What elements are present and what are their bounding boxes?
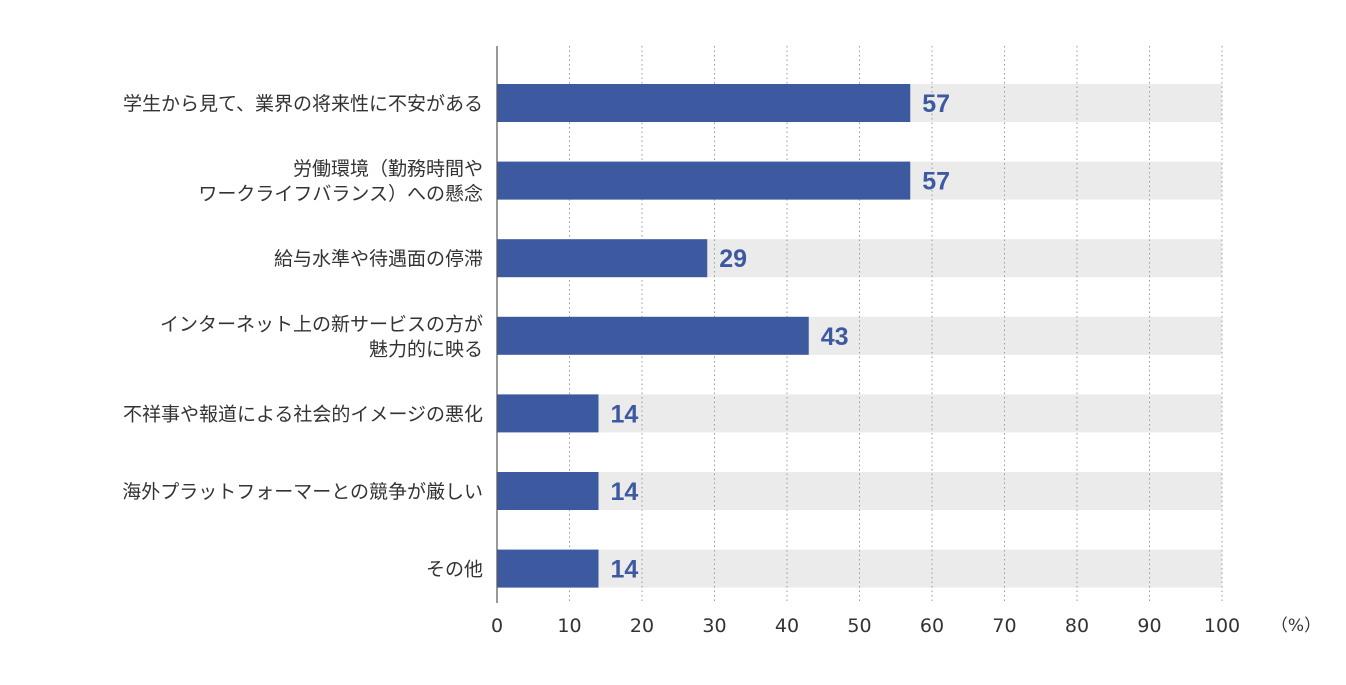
category-label: その他 xyxy=(426,559,483,581)
x-tick-label: 60 xyxy=(920,615,944,637)
x-tick-label: 100 xyxy=(1204,615,1240,637)
x-tick-label: 30 xyxy=(702,615,726,637)
bar xyxy=(497,239,708,278)
bar-tracks xyxy=(497,84,1222,588)
x-unit-label: （%） xyxy=(1271,616,1321,636)
category-label: 魅力的に映る xyxy=(369,338,483,360)
grid-lines xyxy=(569,46,1223,603)
category-label: 海外プラットフォーマーとの競争が厳しい xyxy=(122,481,483,503)
x-tick-label: 40 xyxy=(775,615,799,637)
x-tick-labels: 0 10 20 30 40 50 60 70 80 90 100 xyxy=(491,615,1240,637)
category-label: 不祥事や報道による社会的イメージの悪化 xyxy=(123,403,483,425)
category-label: インターネット上の新サービスの方が xyxy=(160,313,483,335)
value-label: 14 xyxy=(611,400,639,428)
value-label: 29 xyxy=(719,245,747,273)
x-tick-label: 0 xyxy=(491,615,503,637)
value-label: 57 xyxy=(922,90,950,118)
bar xyxy=(497,84,911,122)
bar-track xyxy=(497,394,1222,433)
x-tick-label: 90 xyxy=(1137,615,1161,637)
bar xyxy=(497,161,911,200)
value-label: 14 xyxy=(611,556,639,584)
x-tick-label: 10 xyxy=(557,615,581,637)
category-label: 給与水準や待遇面の停滞 xyxy=(274,248,483,270)
bar-track xyxy=(497,472,1222,510)
x-tick-label: 80 xyxy=(1065,615,1089,637)
bar xyxy=(497,549,599,588)
category-label: 学生から見て、業界の将来性に不安がある xyxy=(123,93,483,115)
category-label: ワークライフバランス）への懸念 xyxy=(198,182,483,205)
value-label: 43 xyxy=(821,323,849,351)
x-tick-label: 50 xyxy=(847,615,871,637)
category-label: 労働環境（勤務時間や xyxy=(293,158,483,180)
bar xyxy=(497,316,809,355)
value-label: 14 xyxy=(611,478,639,506)
bar xyxy=(497,394,599,433)
value-label: 57 xyxy=(922,168,950,196)
x-tick-label: 70 xyxy=(992,615,1016,637)
x-tick-label: 20 xyxy=(630,615,654,637)
value-labels: 57 57 29 43 14 14 14 xyxy=(611,90,951,584)
bar xyxy=(497,472,599,510)
bars xyxy=(497,84,911,588)
category-labels: 学生から見て、業界の将来性に不安がある労働環境（勤務時間やワークライフバランス）… xyxy=(122,93,483,581)
